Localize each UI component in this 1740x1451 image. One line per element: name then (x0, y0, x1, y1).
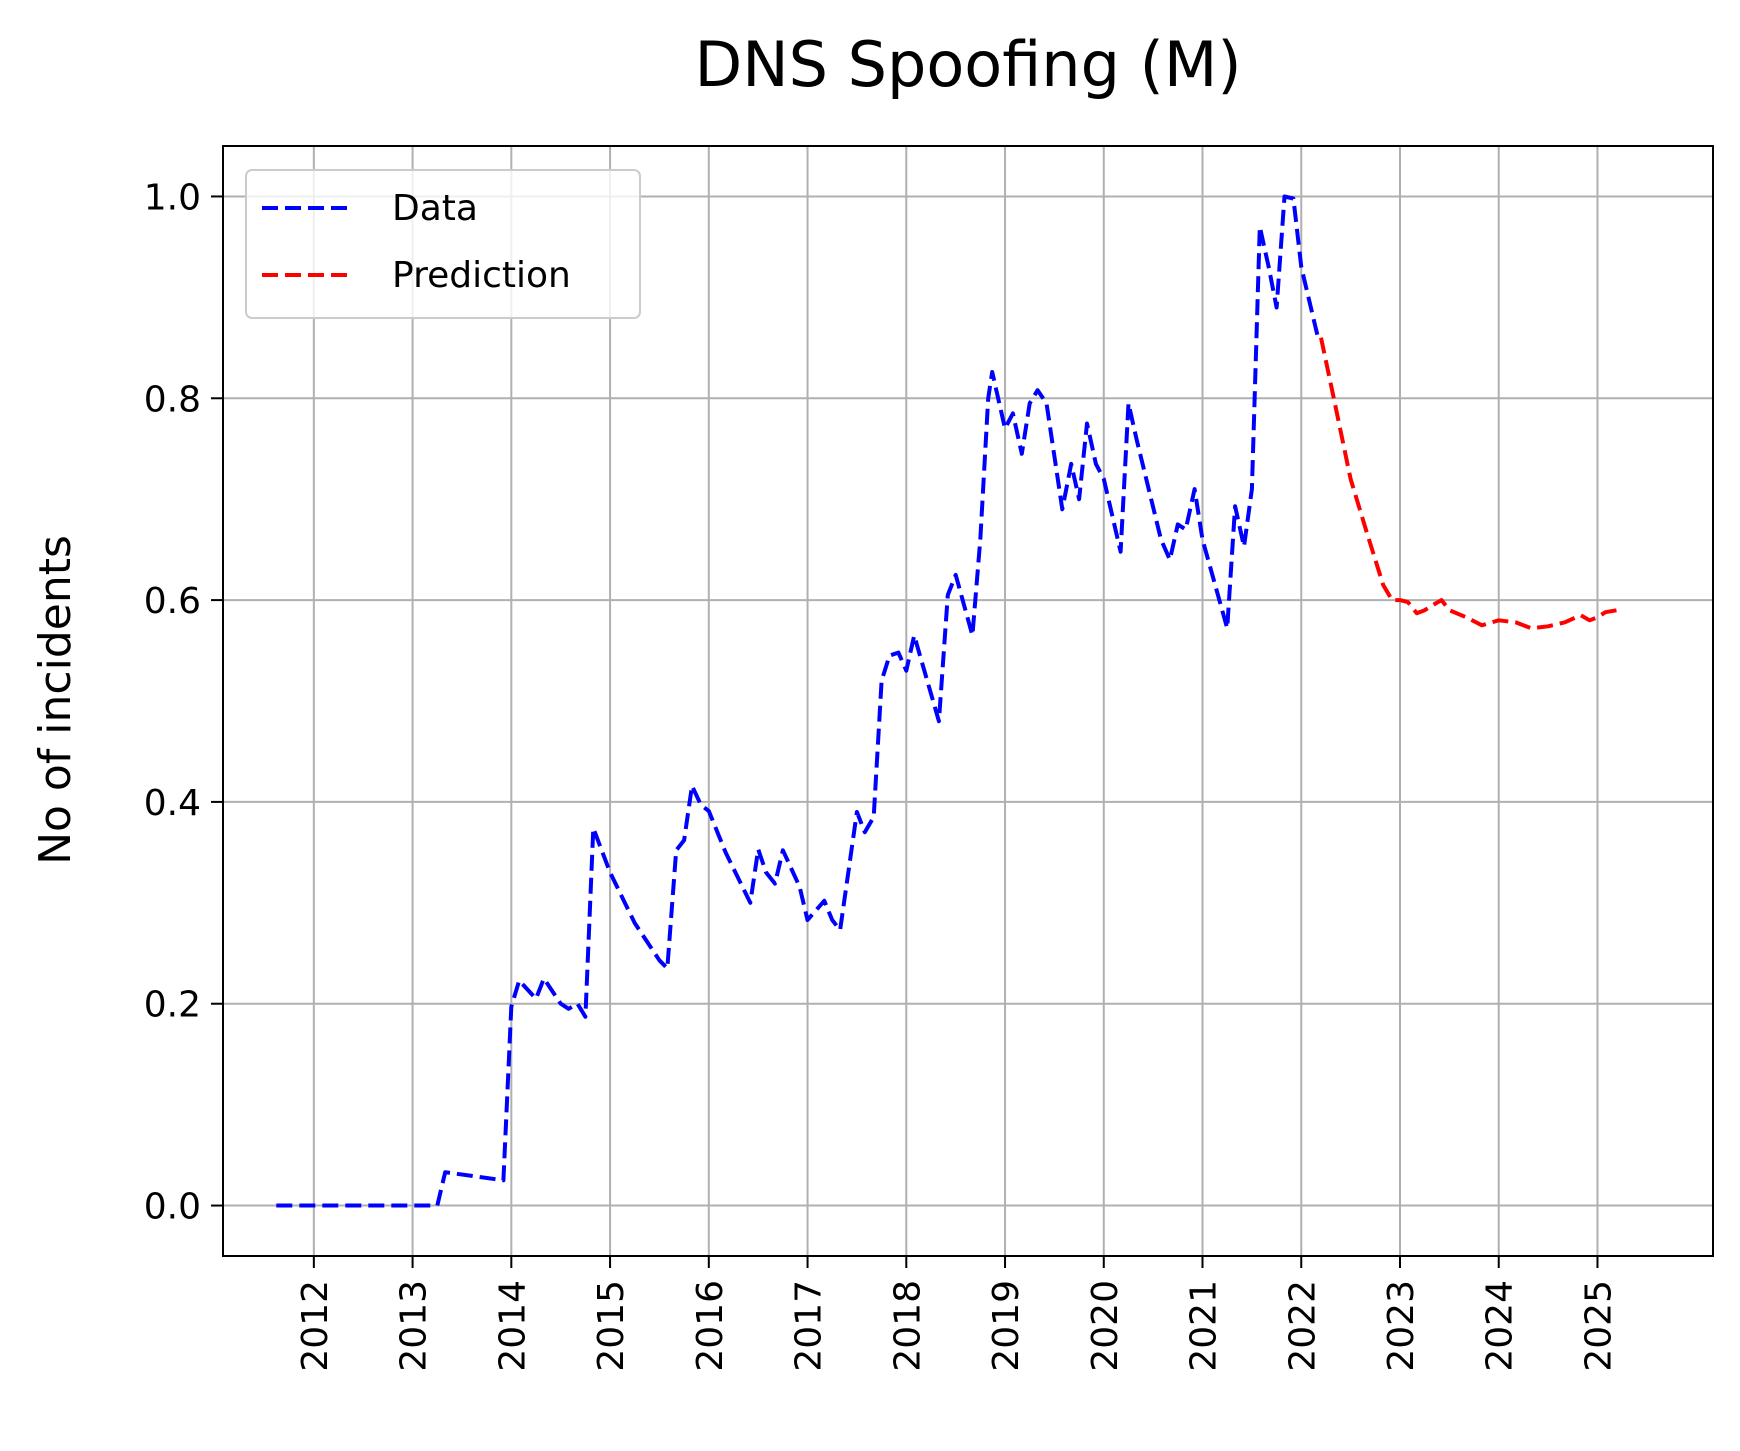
y-axis-label: No of incidents (30, 535, 81, 865)
plot-frame (222, 145, 1714, 1257)
series-line-data (276, 194, 1320, 1208)
x-tick-label: 2012 (295, 1280, 336, 1372)
legend-label-prediction: Prediction (392, 255, 571, 296)
chart-title: DNS Spoofing (M) (694, 28, 1241, 101)
series-line-prediction (1319, 337, 1618, 631)
x-tick-label: 2019 (986, 1280, 1027, 1372)
x-tick-label: 2013 (394, 1280, 435, 1372)
x-tick-label: 2016 (690, 1280, 731, 1372)
series-lines (276, 194, 1618, 1208)
axis-ticks: 2012 2013 2014 2015 2016 2017 2018 2019 2020 2021… (144, 177, 1620, 1371)
x-tick-label: 2017 (789, 1280, 830, 1372)
y-tick-label: 0.0 (144, 1187, 201, 1228)
x-tick-label: 2022 (1282, 1280, 1323, 1372)
x-tick-label: 2015 (591, 1280, 632, 1372)
x-tick-label: 2024 (1480, 1280, 1521, 1372)
x-tick-label: 2023 (1381, 1280, 1422, 1372)
x-tick-label: 2025 (1578, 1280, 1619, 1372)
x-tick-label: 2018 (887, 1280, 928, 1372)
legend-label-data: Data (392, 188, 478, 229)
y-tick-label: 1.0 (144, 177, 201, 218)
y-tick-label: 0.6 (144, 581, 201, 622)
y-tick-label: 0.8 (144, 379, 201, 420)
x-tick-label: 2020 (1085, 1280, 1126, 1372)
x-tick-label: 2021 (1184, 1280, 1225, 1372)
x-tick-label: 2014 (492, 1280, 533, 1372)
y-tick-label: 0.2 (144, 985, 201, 1026)
legend: Data Prediction (245, 169, 641, 319)
y-tick-label: 0.4 (144, 783, 201, 824)
grid (223, 146, 1713, 1256)
